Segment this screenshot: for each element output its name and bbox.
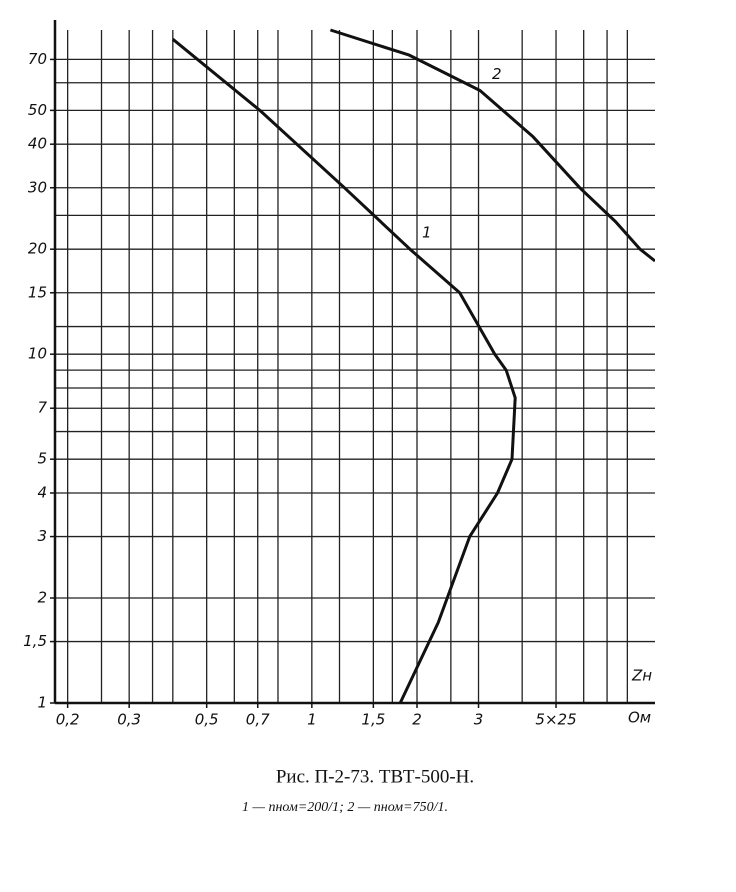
x-unit: Ом — [628, 709, 651, 727]
curve-label: 2 — [492, 65, 502, 83]
x-tick-label: 0,7 — [246, 711, 270, 729]
y-tick-label: 2 — [37, 588, 47, 606]
x-tick-label: 3 — [474, 711, 484, 729]
y-tick-label: 4 — [37, 483, 47, 501]
y-tick-label: 40 — [28, 135, 47, 153]
x-tick-label: 0,3 — [117, 711, 141, 729]
caption: Рис. П-2-73. ТВТ-500-Н. — [276, 766, 474, 787]
x-axis-label: Zн — [631, 667, 652, 685]
x-tick-label: 2 — [412, 711, 422, 729]
y-tick-label: 5 — [37, 450, 47, 468]
y-tick-label: 20 — [28, 240, 47, 258]
x-tick-label: 1 — [307, 711, 317, 729]
y-tick-label: 10 — [28, 345, 47, 363]
x-tick-label: 1,5 — [361, 711, 385, 729]
y-tick-label: 1 — [37, 694, 47, 712]
curve — [171, 38, 517, 703]
x-tick-label: 0,2 — [56, 711, 80, 729]
y-tick-label: 30 — [28, 178, 47, 196]
y-tick-label: 3 — [37, 527, 47, 545]
y-tick-label: 15 — [28, 283, 47, 301]
y-tick-label: 7 — [37, 399, 47, 417]
curve-label: 1 — [422, 224, 432, 242]
x-tick-label: 5×25 — [535, 711, 576, 729]
subcaption: 1 — nном=200/1; 2 — nном=750/1. — [242, 800, 448, 815]
y-tick-label: 1,5 — [23, 632, 47, 650]
y-tick-label: 70 — [28, 50, 47, 68]
x-tick-label: 0,5 — [195, 711, 219, 729]
y-tick-label: 50 — [28, 101, 47, 119]
curve — [329, 28, 655, 263]
